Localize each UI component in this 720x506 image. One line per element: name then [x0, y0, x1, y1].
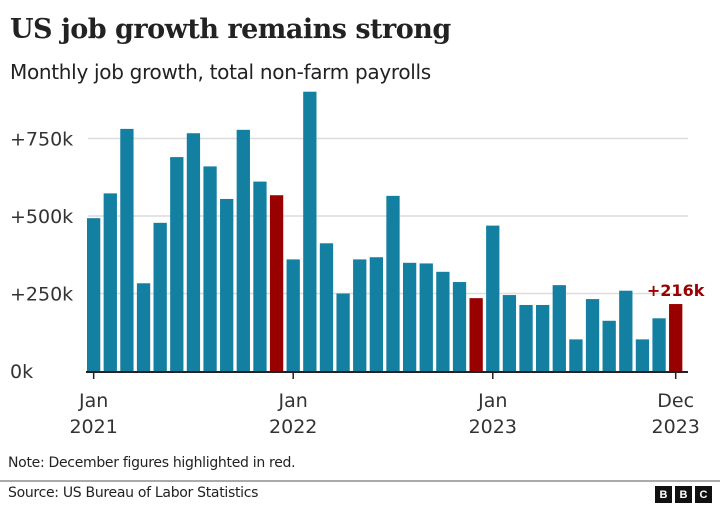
bar-oct-2023 [635, 339, 650, 371]
bar-aug-2021 [203, 166, 217, 371]
bar-oct-2022 [436, 271, 450, 371]
bbc-logo-letter: B [655, 486, 672, 503]
bar-sep-2022 [419, 263, 433, 371]
bar-nov-2022 [452, 282, 467, 371]
bar-oct-2021 [236, 129, 250, 371]
x-tick-year: 2022 [269, 416, 317, 438]
bar-nov-2023 [652, 318, 666, 371]
bar-aug-2023 [602, 320, 616, 371]
bar-jan-2023 [486, 225, 500, 371]
bar-nov-2021 [253, 181, 267, 371]
bar-feb-2023 [502, 295, 517, 371]
bar-dec-2023 [669, 304, 683, 371]
bar-jun-2022 [369, 257, 384, 371]
bar-may-2023 [552, 285, 566, 371]
chart-note: Note: December figures highlighted in re… [8, 455, 296, 471]
bar-aug-2022 [402, 262, 417, 371]
bar-apr-2022 [336, 293, 350, 371]
bar-jul-2023 [585, 299, 600, 371]
data-label-dec-2023: +216k [647, 281, 705, 300]
bar-jan-2021 [87, 218, 101, 371]
y-tick-label: +250k [10, 284, 73, 306]
bar-jul-2022 [386, 195, 400, 371]
x-tick-month: Jan [78, 390, 108, 412]
bar-jul-2021 [186, 133, 201, 371]
bar-mar-2023 [519, 304, 533, 371]
bar-jan-2022 [286, 259, 300, 371]
y-tick-label: +750k [10, 129, 73, 151]
bar-dec-2021 [269, 195, 284, 371]
bar-may-2022 [353, 259, 367, 371]
y-tick-label: +500k [10, 206, 73, 228]
bar-feb-2022 [303, 91, 317, 371]
x-tick-month: Dec [657, 390, 694, 412]
bar-mar-2021 [120, 128, 134, 371]
x-tick-month: Jan [477, 390, 507, 412]
y-tick-label: 0k [10, 361, 33, 383]
chart-source: Source: US Bureau of Labor Statistics [8, 485, 259, 501]
bar-jun-2021 [170, 157, 184, 371]
bar-apr-2023 [536, 304, 550, 371]
chart-subtitle: Monthly job growth, total non-farm payro… [10, 60, 431, 84]
bbc-logo-letter: B [675, 486, 692, 503]
x-tick-year: 2023 [469, 416, 517, 438]
footer-divider [0, 480, 720, 482]
bar-chart: 0k +250k +500k +750k Jan 2021 Jan 2022 Jan 2023 De… [10, 91, 705, 438]
chart-title: US job growth remains strong [10, 14, 451, 45]
bar-feb-2021 [103, 193, 117, 371]
bar-apr-2021 [136, 283, 151, 371]
bbc-logo: B B C [655, 486, 712, 503]
bar-sep-2021 [220, 198, 234, 371]
x-tick-year: 2021 [69, 416, 117, 438]
bar-mar-2022 [319, 243, 334, 371]
bar-may-2021 [153, 222, 167, 371]
bar-sep-2023 [619, 290, 633, 371]
x-tick-month: Jan [278, 390, 308, 412]
x-tick-year: 2023 [652, 416, 700, 438]
bbc-logo-letter: C [695, 486, 712, 503]
bar-dec-2022 [469, 298, 483, 371]
bar-jun-2023 [569, 339, 583, 371]
